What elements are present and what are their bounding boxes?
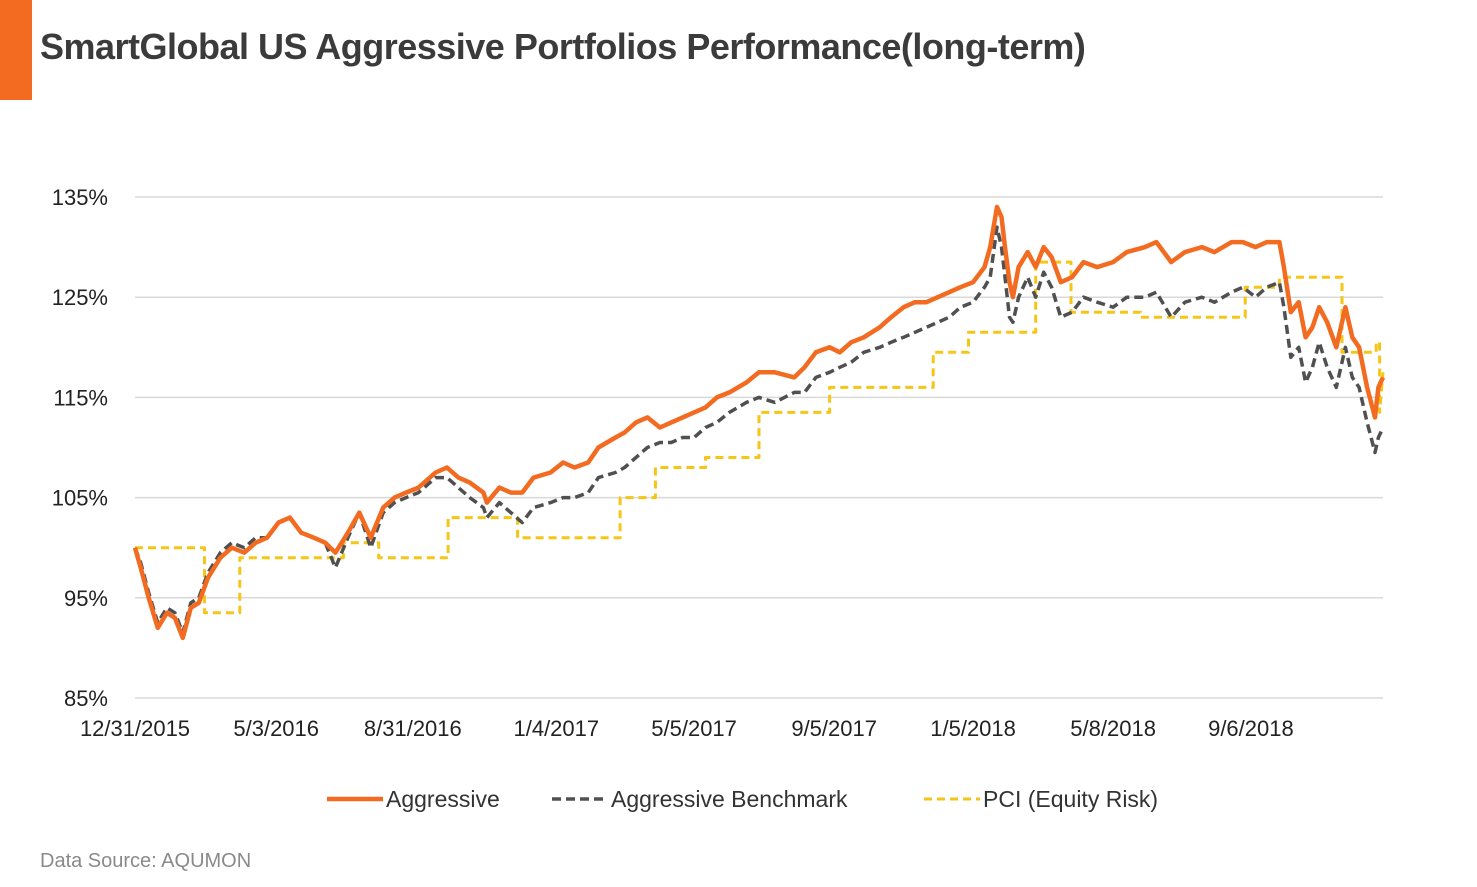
y-tick-label: 105% (52, 486, 108, 511)
legend-item-aggressive-benchmark: Aggressive Benchmark (552, 786, 848, 812)
legend-item-pci: PCI (Equity Risk) (924, 786, 1158, 812)
x-axis-ticks: 12/31/2015 5/3/2016 8/31/2016 1/4/2017 5/5/2… (80, 716, 1294, 741)
x-tick-label: 5/3/2016 (233, 716, 319, 741)
y-tick-label: 85% (64, 686, 108, 711)
y-tick-label: 95% (64, 586, 108, 611)
x-tick-label: 12/31/2015 (80, 716, 190, 741)
data-source-note: Data Source: AQUMON (40, 850, 252, 872)
x-tick-label: 1/5/2018 (930, 716, 1016, 741)
legend-label: PCI (Equity Risk) (983, 786, 1158, 812)
y-tick-label: 125% (52, 285, 108, 310)
series-line-aggressive (132, 204, 1386, 641)
legend-label: Aggressive (386, 786, 500, 812)
title-accent-bar (0, 0, 32, 100)
gridlines (135, 196, 1383, 699)
x-tick-label: 5/8/2018 (1070, 716, 1156, 741)
x-tick-label: 8/31/2016 (364, 716, 462, 741)
legend: Aggressive Aggressive Benchmark PCI (Equit… (327, 786, 1158, 812)
series-line-pci (135, 260, 1385, 615)
legend-item-aggressive: Aggressive (327, 786, 500, 812)
legend-label: Aggressive Benchmark (611, 786, 848, 812)
x-tick-label: 9/5/2017 (791, 716, 877, 741)
y-tick-label: 115% (53, 385, 108, 410)
x-tick-label: 9/6/2018 (1208, 716, 1294, 741)
chart-title: SmartGlobal US Aggressive Portfolios Per… (40, 26, 1086, 67)
y-axis-ticks: 85% 95% 105% 115% 125% 135% (52, 185, 108, 711)
y-tick-label: 135% (52, 185, 108, 210)
x-tick-label: 5/5/2017 (651, 716, 737, 741)
series-lines (132, 204, 1386, 641)
x-tick-label: 1/4/2017 (513, 716, 599, 741)
series-line-aggressive-benchmark (133, 225, 1385, 635)
